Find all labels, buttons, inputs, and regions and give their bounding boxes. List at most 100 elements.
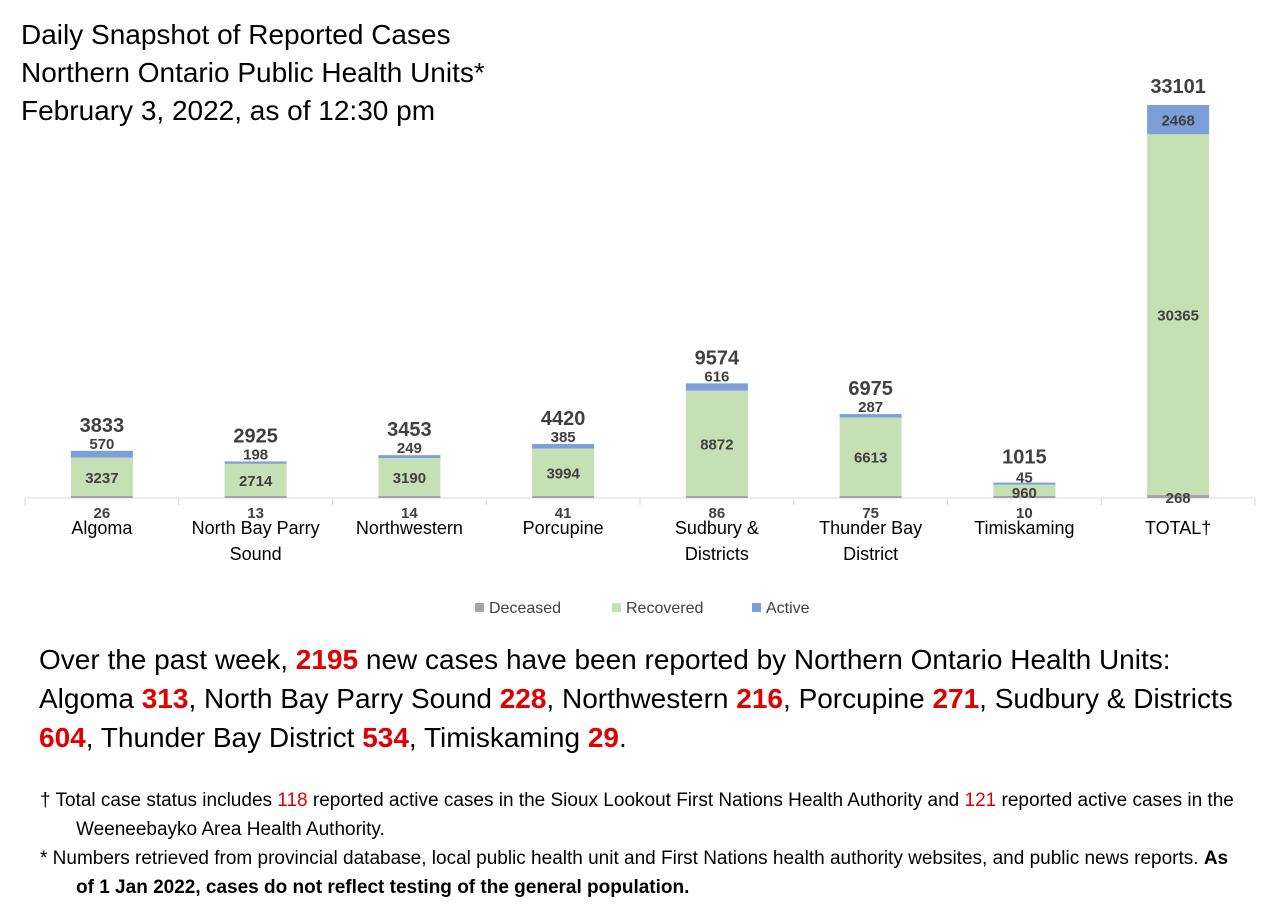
summary-after: new cases have been reported by Northern… — [358, 644, 1171, 675]
data-label-active: 45 — [1016, 470, 1033, 487]
data-label-total: 1015 — [1002, 447, 1047, 469]
legend-active-label: Active — [766, 600, 810, 617]
summary-intro: Over the past week, — [39, 644, 296, 675]
summary-unit-name: Timiskaming — [423, 722, 588, 753]
data-label-total: 6975 — [848, 378, 893, 400]
data-label-active: 616 — [704, 368, 729, 385]
data-label-recovered: 30365 — [1157, 308, 1199, 325]
summary-unit-count: 271 — [932, 683, 980, 714]
summary-unit-count: 534 — [362, 722, 409, 753]
bar-active — [224, 461, 287, 464]
data-label-recovered: 2714 — [239, 473, 273, 490]
x-tick-label: Timiskaming — [974, 518, 1074, 538]
data-label-recovered: 3190 — [393, 470, 426, 487]
bar-deceased — [378, 496, 441, 498]
bar-recovered — [839, 417, 902, 496]
summary-unit-count: 29 — [587, 722, 620, 753]
data-label-recovered: 6613 — [854, 450, 887, 467]
bar-active — [993, 482, 1056, 485]
data-label-active: 2468 — [1161, 113, 1194, 130]
summary-unit-count: 604 — [39, 722, 86, 753]
x-tick-label: TOTAL† — [1145, 518, 1211, 538]
bar-deceased — [839, 496, 902, 498]
x-tick-label: North Bay Parry — [192, 518, 320, 538]
bar-recovered — [1147, 134, 1210, 495]
footnote-star-text: * Numbers retrieved from provincial data… — [40, 848, 1204, 869]
summary-unit-count: 228 — [499, 683, 547, 714]
data-label-deceased: 13 — [247, 505, 264, 522]
title-line-3: February 3, 2022, as of 12:30 pm — [21, 95, 436, 126]
footnote-dagger-text-b: reported active cases in the Sioux Looko… — [307, 790, 965, 811]
bar-active — [1147, 105, 1210, 135]
summary-unit-list: Algoma 313, North Bay Parry Sound 228, N… — [39, 683, 1233, 753]
data-label-deceased: 26 — [94, 505, 111, 522]
legend-deceased-label: Deceased — [489, 600, 561, 617]
bar-active — [70, 450, 133, 458]
summary-separator: , — [408, 722, 424, 753]
footnote-dagger-text-a: † Total case status includes — [40, 790, 278, 811]
summary-unit-name: Porcupine — [798, 683, 933, 714]
legend-active-swatch — [752, 603, 761, 612]
x-tick-label: Northwestern — [356, 518, 463, 538]
data-label-deceased: 75 — [862, 505, 879, 522]
summary-separator: . — [619, 722, 627, 753]
bar-active — [378, 455, 441, 459]
footnote-dagger-count-1: 118 — [277, 790, 308, 811]
x-tick-label: Porcupine — [523, 518, 604, 538]
x-tick-label: Thunder Bay — [819, 518, 922, 538]
x-tick-label: Districts — [685, 544, 749, 564]
data-label-deceased: 86 — [709, 505, 726, 522]
footnotes: † Total case status includes 118 reporte… — [40, 786, 1250, 902]
data-label-total: 4420 — [541, 408, 586, 430]
title-line-1: Daily Snapshot of Reported Cases — [21, 19, 451, 50]
data-label-total: 33101 — [1150, 76, 1206, 98]
bar-recovered — [224, 463, 287, 496]
data-label-recovered: 8872 — [700, 436, 733, 453]
summary-unit-count: 216 — [736, 683, 783, 714]
bar-deceased — [993, 496, 1056, 498]
bar-deceased — [532, 496, 595, 498]
weekly-summary: Over the past week, 2195 new cases have … — [39, 640, 1264, 757]
legend-recovered-swatch — [612, 603, 621, 612]
footnote-star: * Numbers retrieved from provincial data… — [40, 844, 1250, 902]
legend-deceased-swatch — [475, 603, 484, 612]
data-label-deceased: 41 — [555, 505, 572, 522]
footnote-dagger-count-2: 121 — [964, 790, 997, 811]
bar-active — [685, 383, 748, 391]
data-label-recovered: 3994 — [546, 465, 580, 482]
summary-unit-name: Northwestern — [561, 683, 737, 714]
bar-recovered — [378, 458, 441, 496]
summary-separator: , — [188, 683, 204, 714]
summary-unit-name: Sudbury & Districts — [994, 683, 1233, 714]
bar-active — [839, 414, 902, 418]
summary-unit-name: North Bay Parry Sound — [204, 683, 500, 714]
data-label-active: 287 — [858, 399, 883, 416]
bar-deceased — [685, 496, 748, 498]
data-label-total: 2925 — [233, 425, 278, 447]
x-tick-label: Algoma — [71, 518, 133, 538]
bar-deceased — [224, 496, 287, 498]
data-label-deceased: 14 — [401, 505, 418, 522]
summary-unit-count: 313 — [141, 683, 189, 714]
data-label-active: 249 — [397, 440, 422, 457]
footnote-dagger-text-c: reported active cases in the Weeneebayko… — [76, 790, 1234, 840]
summary-unit-name: Thunder Bay District — [100, 722, 363, 753]
bar-recovered — [70, 457, 133, 496]
bar-recovered — [993, 484, 1056, 496]
data-label-recovered: 960 — [1012, 485, 1037, 502]
summary-unit-name: Algoma — [39, 683, 142, 714]
data-label-active: 570 — [89, 436, 114, 453]
data-label-total: 3833 — [80, 415, 125, 437]
footnote-star-bold: As of 1 Jan 2022, cases do not reflect t… — [76, 848, 1229, 898]
summary-new-cases: 2195 — [295, 644, 359, 675]
data-label-deceased: 10 — [1016, 505, 1033, 522]
summary-separator: , — [85, 722, 101, 753]
x-tick-label: Sudbury & — [675, 518, 759, 538]
footnote-dagger: † Total case status includes 118 reporte… — [40, 786, 1250, 844]
data-label-total: 9574 — [695, 347, 740, 369]
data-label-deceased: 268 — [1166, 490, 1191, 507]
title-line-2: Northern Ontario Public Health Units* — [21, 57, 485, 88]
summary-separator: , — [979, 683, 995, 714]
bar-recovered — [685, 390, 748, 496]
